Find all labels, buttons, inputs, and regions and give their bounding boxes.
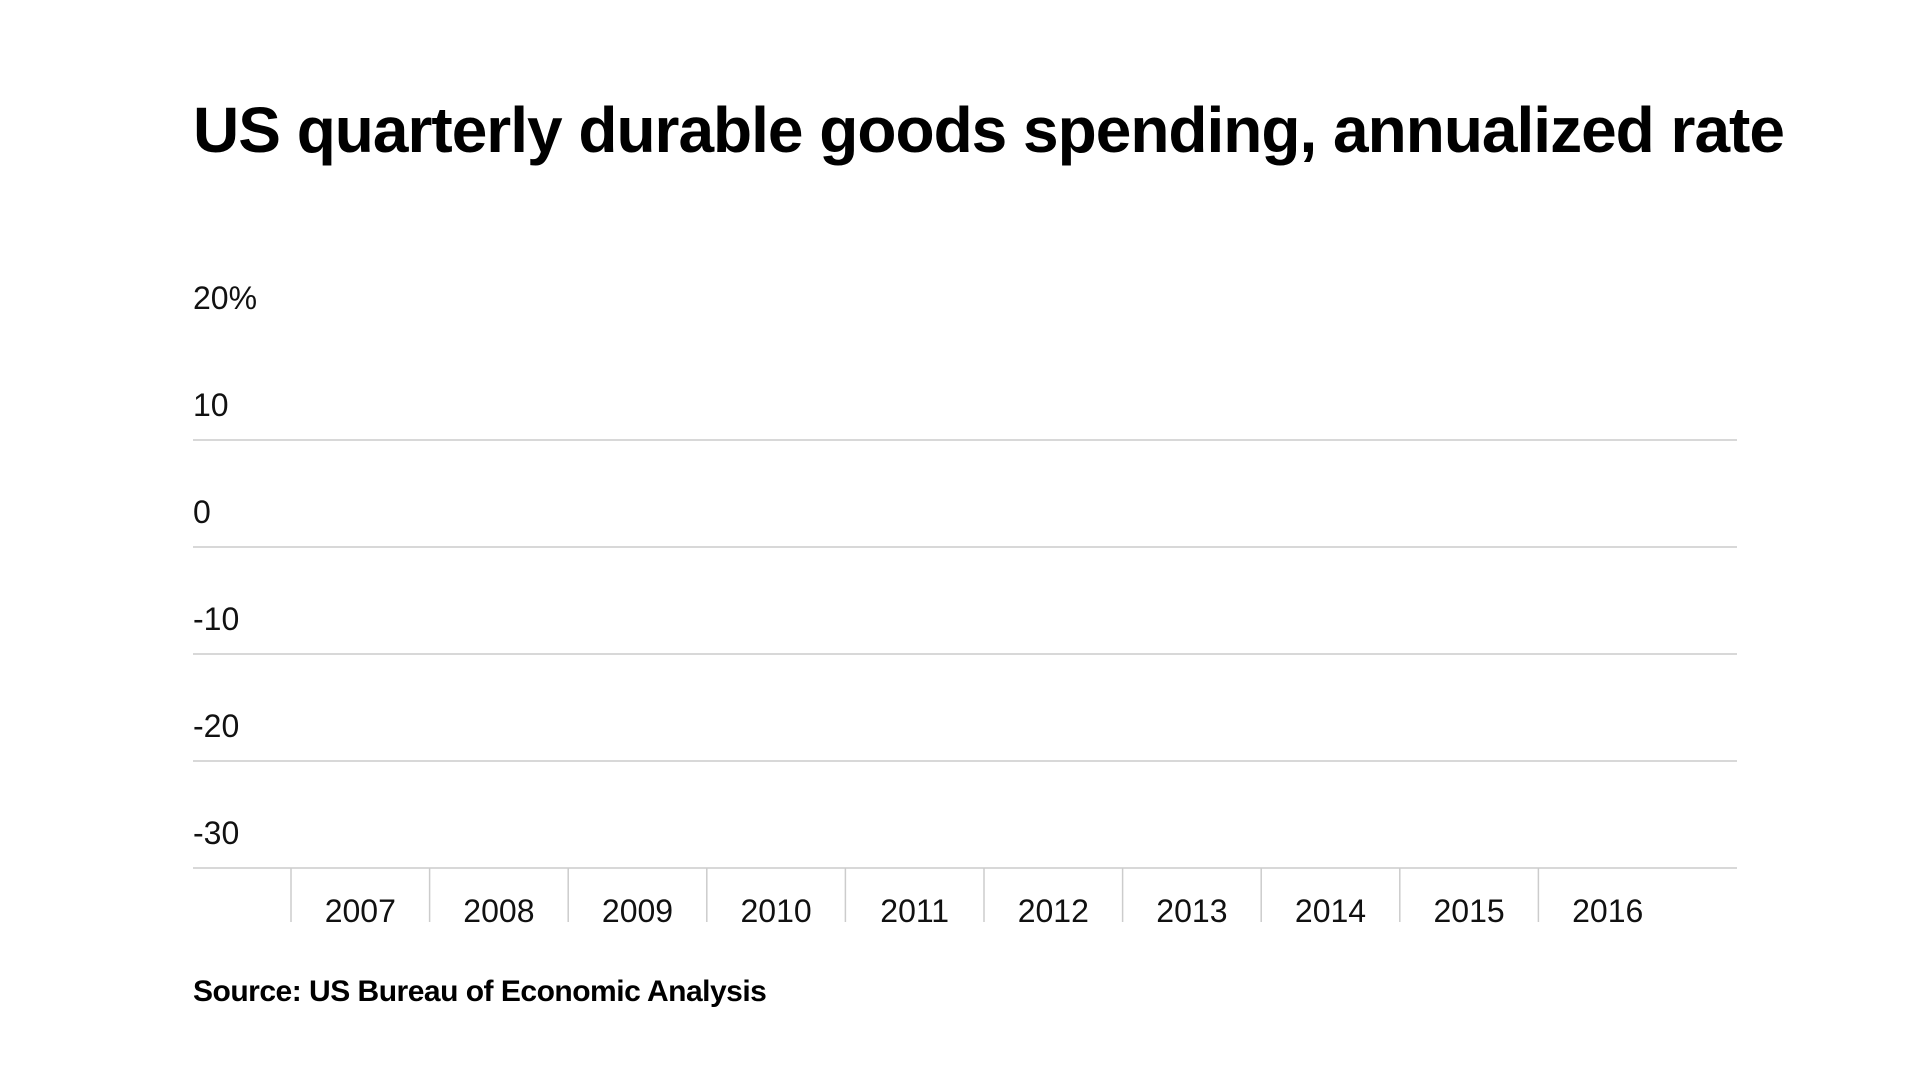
- x-tick-label: 2009: [602, 893, 673, 929]
- x-tick-label: 2007: [325, 893, 396, 929]
- x-axis: 2007 2008 2009 2010 2011 2012 2013 2014 2015 2016: [290, 868, 1643, 929]
- x-tick-label: 2008: [463, 893, 534, 929]
- x-tick-label: 2010: [741, 893, 812, 929]
- chart-title: US quarterly durable goods spending, ann…: [193, 94, 1785, 166]
- x-tick-label: 2014: [1295, 893, 1366, 929]
- gridlines: [193, 439, 1737, 869]
- x-tick-label: 2012: [1018, 893, 1089, 929]
- y-tick-label: -20: [193, 708, 239, 744]
- x-tick-label: 2016: [1572, 893, 1643, 929]
- y-tick-label: 0: [193, 494, 211, 530]
- y-tick-label: -10: [193, 601, 239, 637]
- x-tick-label: 2013: [1156, 893, 1227, 929]
- y-tick-label: -30: [193, 815, 239, 851]
- y-tick-label: 10: [193, 387, 229, 423]
- chart-source: Source: US Bureau of Economic Analysis: [193, 975, 767, 1008]
- y-tick-label: 20%: [193, 280, 257, 316]
- x-tick-label: 2011: [880, 893, 949, 929]
- y-axis-tick-labels: 20% 10 0 -10 -20 -30: [193, 280, 257, 851]
- x-tick-label: 2015: [1434, 893, 1505, 929]
